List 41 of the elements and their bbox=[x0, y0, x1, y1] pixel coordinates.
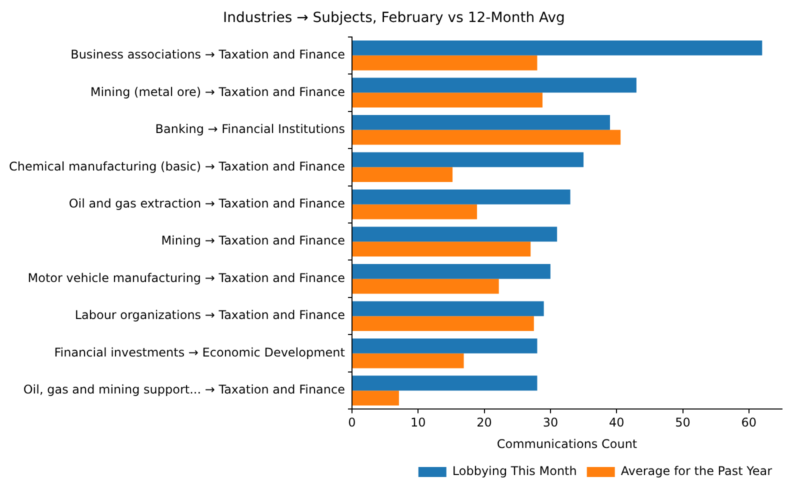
bar bbox=[352, 278, 499, 294]
bar bbox=[352, 92, 543, 108]
bar bbox=[352, 301, 544, 316]
bar bbox=[352, 167, 453, 182]
bar bbox=[352, 78, 636, 93]
x-tick-label: 20 bbox=[476, 416, 492, 430]
bar bbox=[352, 130, 621, 145]
x-tick-label: 10 bbox=[410, 416, 426, 430]
chart-title: Industries → Subjects, February vs 12-Month Avg bbox=[223, 10, 565, 26]
bar bbox=[352, 152, 584, 168]
bar bbox=[352, 376, 538, 391]
y-tick-label: Business associations → Taxation and Finance bbox=[70, 48, 345, 62]
y-tick-label: Chemical manufacturing (basic) → Taxation and Finance bbox=[8, 159, 345, 174]
bar bbox=[352, 40, 762, 56]
bar bbox=[352, 353, 464, 368]
bar bbox=[352, 226, 558, 242]
x-axis-title: Communications Count bbox=[496, 436, 638, 451]
bar bbox=[352, 189, 570, 204]
y-tick-label: Labour organizations → Taxation and Finance bbox=[74, 308, 345, 322]
bar bbox=[352, 242, 531, 257]
x-tick-label: 30 bbox=[542, 416, 558, 430]
bar bbox=[352, 264, 550, 279]
x-tick-label: 50 bbox=[675, 416, 690, 430]
x-tick-label: 40 bbox=[608, 416, 624, 430]
y-tick-label: Financial investments → Economic Development bbox=[54, 345, 346, 360]
legend-label: Lobbying This Month bbox=[452, 464, 577, 478]
bar bbox=[352, 55, 538, 70]
bar bbox=[352, 316, 534, 331]
bar bbox=[352, 390, 399, 406]
bar bbox=[352, 338, 538, 354]
bar bbox=[352, 204, 478, 220]
y-tick-label: Oil, gas and mining support... → Taxation and Finance bbox=[23, 382, 345, 397]
x-tick-label: 0 bbox=[348, 416, 356, 430]
bar bbox=[352, 115, 610, 130]
y-tick-label: Banking → Financial Institutions bbox=[155, 122, 345, 136]
y-tick-label: Mining (metal ore) → Taxation and Finance bbox=[90, 84, 345, 99]
y-tick-label: Motor vehicle manufacturing → Taxation and Finance bbox=[28, 270, 345, 285]
y-tick-label: Oil and gas extraction → Taxation and Finance bbox=[68, 196, 345, 211]
y-tick-label: Mining → Taxation and Finance bbox=[161, 234, 345, 248]
x-tick-label: 60 bbox=[741, 416, 757, 430]
legend-label: Average for the Past Year bbox=[620, 464, 772, 478]
